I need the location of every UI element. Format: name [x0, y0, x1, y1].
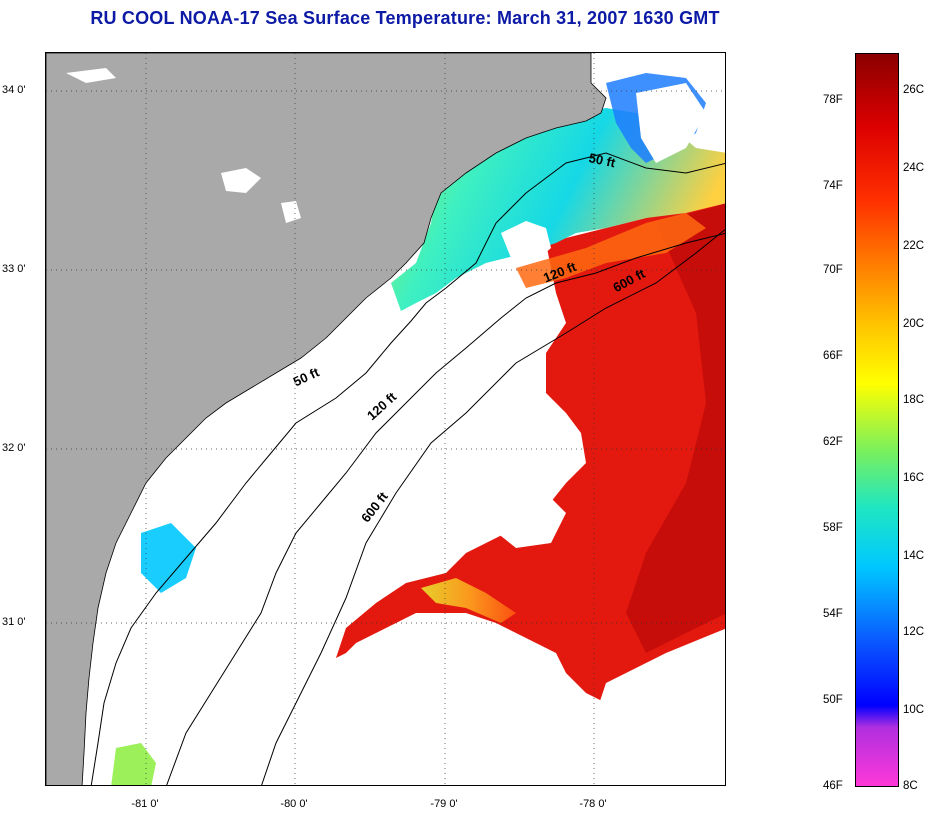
colorbar-label-c: 14C	[903, 550, 925, 562]
lake-3	[66, 68, 116, 83]
colorbar-label-c: 8C	[903, 780, 918, 792]
colorbar-label-f: 74F	[823, 180, 843, 192]
gulf-stream-core	[626, 203, 725, 653]
lon-tick-label: -78 0'	[579, 798, 607, 810]
warm-orange-shelf	[516, 213, 706, 288]
colorbar-label-c: 20C	[903, 318, 925, 330]
lake-2	[281, 201, 301, 223]
thermal-front	[421, 578, 516, 623]
gulf-stream-warm-water	[336, 203, 725, 703]
sst-map-canvas	[46, 53, 725, 785]
lat-tick-label: 33 0'	[2, 263, 26, 275]
colorbar-label-c: 12C	[903, 626, 925, 638]
isobath-600ft	[261, 228, 725, 785]
colorbar-label-c: 16C	[903, 472, 925, 484]
colorbar-label-c: 26C	[903, 84, 925, 96]
lon-tick-label: -80 0'	[280, 798, 308, 810]
cloud-patch-1	[501, 221, 551, 261]
isobath-50ft	[90, 152, 725, 785]
lon-tick-label: -81 0'	[131, 798, 159, 810]
cold-water-patch-small	[141, 523, 196, 593]
colorbar-label-c: 22C	[903, 240, 925, 252]
land-mass	[46, 53, 607, 785]
lat-tick-label: 31 0'	[2, 616, 26, 628]
colorbar-label-c: 10C	[903, 704, 925, 716]
temperature-colorbar	[855, 53, 899, 787]
cloud-patch-2	[491, 493, 566, 548]
cloud-patch-3	[636, 83, 706, 163]
southern-shelf-water	[111, 743, 156, 785]
cloud-patch-south	[586, 628, 725, 785]
sst-map: 50 ft 120 ft 600 ft 50 ft 120 ft 600 ft	[45, 52, 726, 786]
colorbar-label-f: 66F	[823, 350, 843, 362]
graticule	[46, 53, 725, 785]
colorbar-label-f: 70F	[823, 264, 843, 276]
colorbar-label-f: 54F	[823, 608, 843, 620]
lake-1	[221, 168, 261, 193]
colorbar-label-f: 78F	[823, 94, 843, 106]
colorbar-label-c: 24C	[903, 162, 925, 174]
isobath-120ft	[166, 232, 725, 785]
isobath-contours	[90, 152, 725, 785]
colorbar-label-c: 18C	[903, 394, 925, 406]
lat-tick-label: 34 0'	[2, 84, 26, 96]
lon-tick-label: -79 0'	[430, 798, 458, 810]
colorbar-label-f: 62F	[823, 436, 843, 448]
colorbar-label-f: 50F	[823, 694, 843, 706]
colorbar-label-f: 58F	[823, 522, 843, 534]
map-title: RU COOL NOAA-17 Sea Surface Temperature:…	[90, 8, 720, 28]
lat-tick-label: 32 0'	[2, 442, 26, 454]
colorbar-label-f: 46F	[823, 780, 843, 792]
